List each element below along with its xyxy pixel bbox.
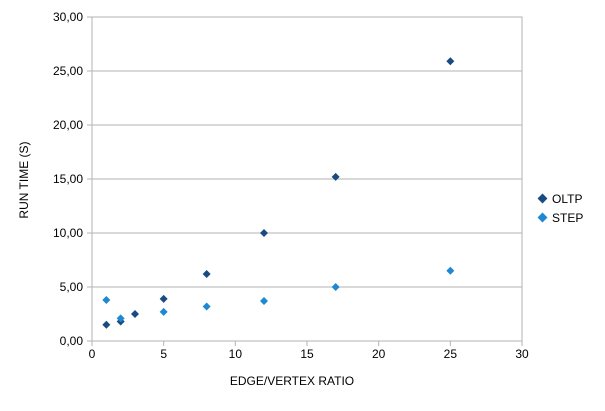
data-point-step xyxy=(331,283,340,291)
oltp-diamond-icon xyxy=(537,193,548,204)
data-point-oltp xyxy=(159,294,168,303)
y-tick-label: 0,00 xyxy=(60,334,84,348)
data-point-oltp xyxy=(102,320,111,329)
y-tick-label: 25,00 xyxy=(53,64,83,78)
x-tick-label: 15 xyxy=(300,347,314,361)
data-point-oltp xyxy=(131,310,139,318)
y-tick-label: 15,00 xyxy=(53,172,83,186)
x-axis-title: EDGE/VERTEX RATIO xyxy=(229,374,355,388)
data-point-step xyxy=(159,307,168,316)
y-tick-label: 20,00 xyxy=(53,118,83,132)
data-point-step xyxy=(260,297,268,306)
y-tick-label: 10,00 xyxy=(53,226,83,240)
y-tick-label: 30,00 xyxy=(53,10,83,24)
data-point-step xyxy=(116,314,125,323)
x-tick-label: 5 xyxy=(160,347,167,361)
x-tick-label: 0 xyxy=(89,347,96,361)
legend-item-step: STEP xyxy=(537,208,584,227)
data-point-oltp xyxy=(446,57,455,66)
x-tick-label: 30 xyxy=(515,347,529,361)
data-point-step xyxy=(446,266,455,275)
legend-label-step: STEP xyxy=(552,210,584,225)
legend-item-oltp: OLTP xyxy=(537,189,583,208)
y-tick-label: 5,00 xyxy=(60,280,84,294)
legend-label-oltp: OLTP xyxy=(552,191,583,206)
data-point-oltp xyxy=(202,270,211,279)
data-point-oltp xyxy=(260,229,268,237)
legend: OLTP STEP xyxy=(537,189,584,227)
data-point-step xyxy=(202,302,211,311)
data-point-step xyxy=(102,295,111,304)
step-diamond-icon xyxy=(537,212,548,223)
x-tick-label: 20 xyxy=(372,347,386,361)
x-tick-label: 25 xyxy=(444,347,458,361)
x-tick-label: 10 xyxy=(229,347,243,361)
y-axis-title: RUN TIME (S) xyxy=(17,141,31,219)
data-point-oltp xyxy=(331,172,340,181)
